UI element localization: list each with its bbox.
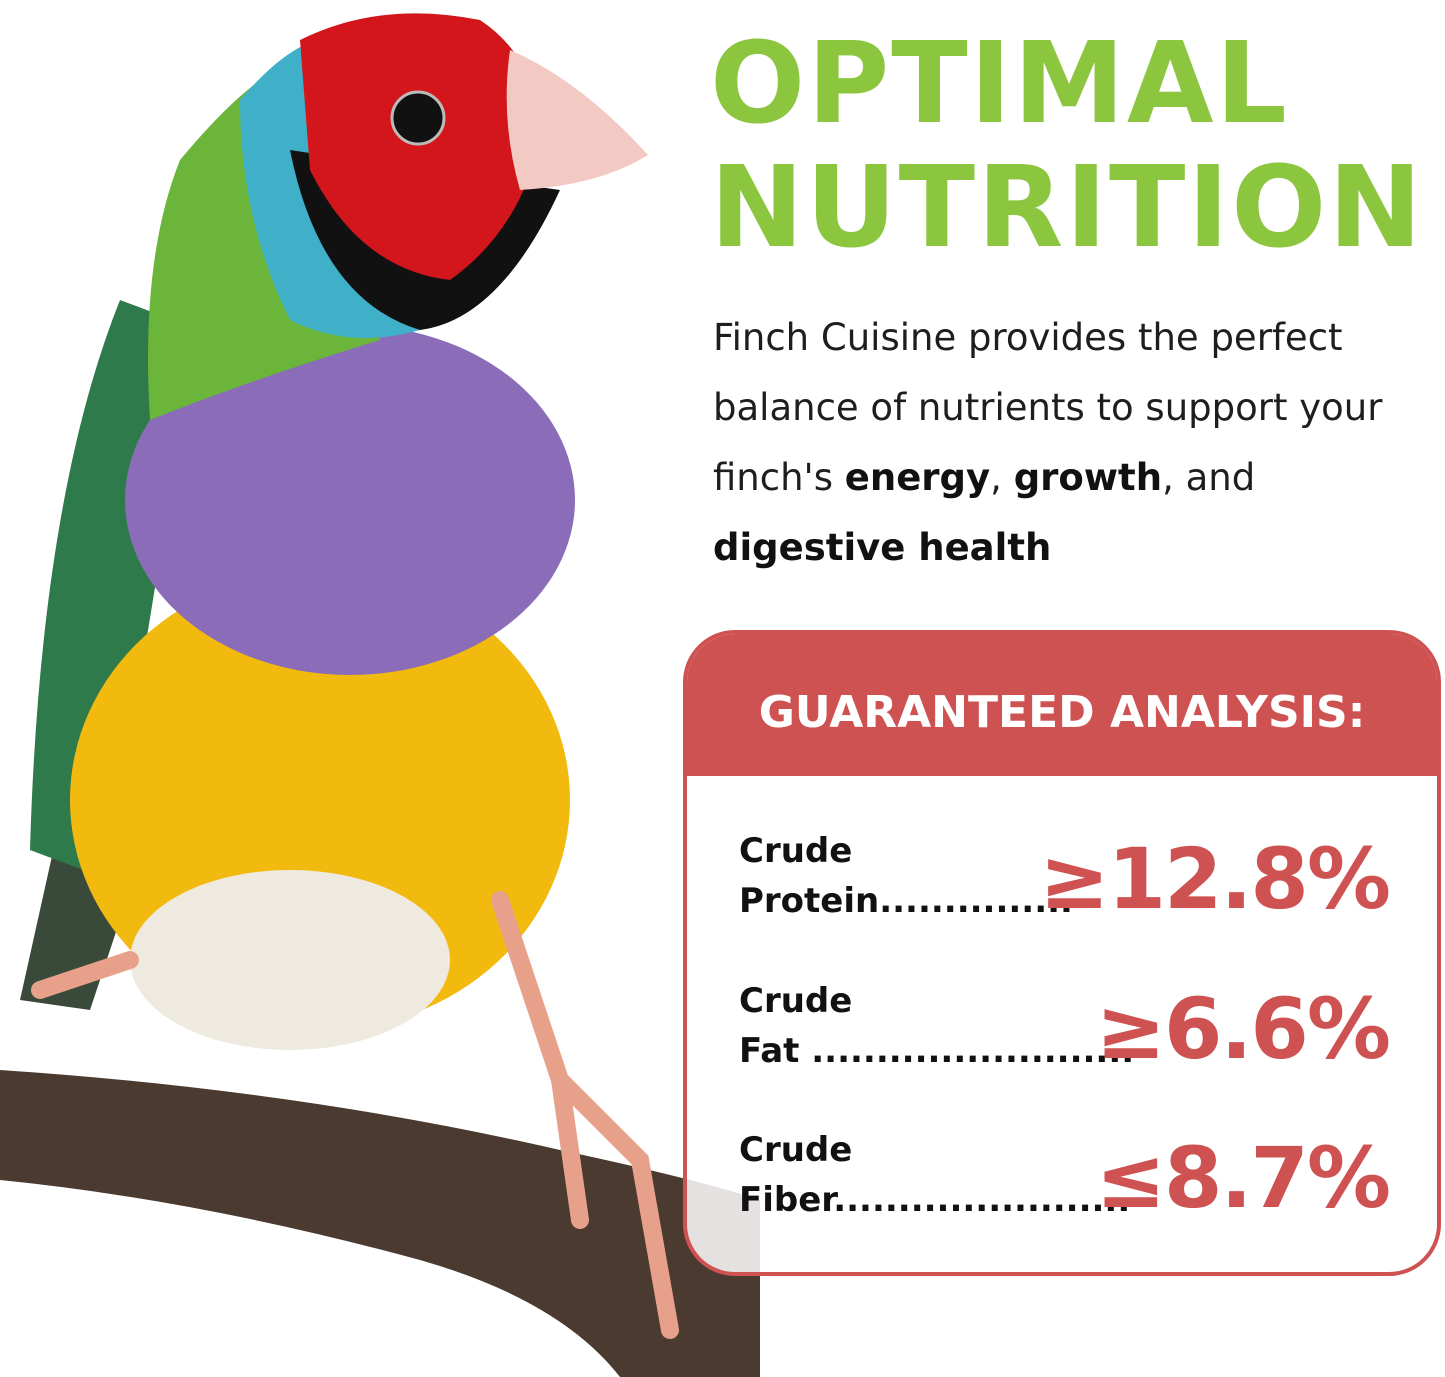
highlight-growth: growth [1013,456,1163,499]
branch [0,1070,760,1377]
headline-line2: NUTRITION [710,143,1425,273]
highlight-energy: energy [844,456,991,499]
nutrient-label: Crude Fat ......................... [739,976,1134,1076]
nutrient-value: ≥12.8% [1039,830,1391,928]
label-line1: Crude [739,1130,853,1170]
chest-purple [125,325,575,675]
nutrient-value: ≥6.6% [1095,980,1391,1078]
description: Finch Cuisine provides the perfect balan… [713,303,1433,583]
label-line2: Protein............... [739,881,1073,921]
description-text: Finch Cuisine provides the perfect balan… [713,316,1383,499]
nutrient-label: Crude Protein............... [739,826,1073,926]
eye [390,90,446,146]
finch-photo [0,13,760,1377]
label-line2: Fat ......................... [739,1031,1135,1071]
analysis-row-protein: Crude Protein............... ≥12.8% [739,826,1391,936]
nutrient-label: Crude Fiber....................... [739,1125,1130,1225]
lower-belly [130,870,450,1050]
label-line1: Crude [739,981,853,1021]
nutrient-value: ≤8.7% [1095,1129,1391,1227]
analysis-row-fat: Crude Fat ......................... ≥6.6% [739,976,1391,1086]
description-text: , and [1162,456,1256,499]
beak [506,50,648,190]
description-text: , [990,456,1014,499]
analysis-row-fiber: Crude Fiber....................... ≤8.7% [739,1125,1391,1235]
label-line1: Crude [739,831,853,871]
analysis-title: GUARANTEED ANALYSIS: [687,634,1437,776]
legs [31,891,679,1339]
label-line2: Fiber....................... [739,1180,1131,1220]
highlight-digestive-health: digestive health [713,526,1052,569]
guaranteed-analysis-panel: GUARANTEED ANALYSIS: Crude Protein.......… [683,630,1441,1276]
head-red [300,13,540,280]
headline-line1: OPTIMAL [710,19,1289,149]
